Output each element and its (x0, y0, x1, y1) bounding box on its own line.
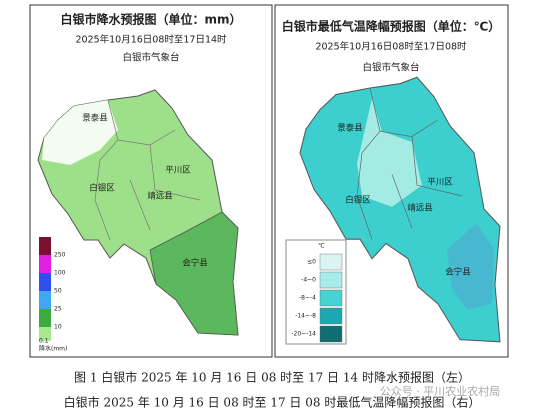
legend-label: 0.1 (39, 338, 49, 345)
legend-swatch (319, 325, 343, 343)
right-map (299, 76, 501, 343)
district-label: 白银区 (89, 183, 115, 194)
district-label: 会宁县 (182, 258, 208, 269)
left-time: 2025年10月16日08时至17日14时 (75, 34, 227, 46)
district-label: 靖远县 (407, 203, 433, 214)
right-issuer: 白银市气象台 (362, 62, 419, 74)
legend-label: -8~-4 (299, 295, 316, 302)
legend-swatch (39, 291, 51, 309)
district-label: 平川区 (427, 178, 453, 188)
legend-label: -14~-8 (295, 313, 316, 320)
legend-swatch (39, 309, 51, 327)
caption: 图 1 白银市 2025 年 10 月 16 日 08 时至 17 日 14 时… (74, 370, 470, 385)
district-borders (94, 99, 201, 241)
legend-label: ≤0 (307, 259, 316, 266)
legend-swatch (39, 237, 51, 255)
legend-unit: 降水(mm) (39, 345, 67, 353)
left-title: 白银市降水预报图（单位：mm） (60, 12, 241, 27)
map-area-dry (42, 100, 118, 165)
legend-label: -20~-14 (291, 331, 316, 338)
right-legend: ℃ ≤0 -4~0 -8~-4 -14~-8 -20~-14 (285, 239, 347, 345)
legend-swatch (319, 289, 343, 307)
right-time: 2025年10月16日08时至17日08时 (315, 41, 467, 53)
legend-label: 50 (54, 288, 62, 295)
district-label: 景泰县 (82, 113, 108, 124)
left-issuer: 白银市气象台 (122, 52, 179, 64)
district-label: 会宁县 (445, 267, 471, 278)
legend-swatch (39, 327, 51, 341)
legend-label: 100 (54, 270, 66, 277)
district-label: 靖远县 (147, 191, 173, 202)
map-area-wet (149, 211, 239, 336)
watermark: 公众号 · 平川农业农村局 (380, 384, 501, 398)
district-borders (356, 87, 463, 240)
map-area-light (357, 98, 422, 207)
district-label: 白银区 (345, 195, 371, 206)
district-label: 平川区 (165, 166, 191, 176)
legend-swatch (39, 255, 51, 273)
district-label: 景泰县 (337, 123, 363, 134)
legend-label: 250 (54, 252, 66, 259)
legend-swatch (39, 273, 51, 291)
map-area-deep (447, 223, 494, 310)
legend-label: -4~0 (301, 277, 316, 284)
left-legend: 250 100 50 25 10 0.1 降水(mm) (39, 237, 67, 353)
legend-label: 25 (54, 306, 62, 313)
legend-swatch (319, 253, 343, 271)
legend-unit: ℃ (318, 243, 325, 250)
right-title: 白银市最低气温降幅预报图（单位：℃） (282, 19, 501, 34)
legend-swatch (319, 307, 343, 325)
caption: 白银市 2025 年 10 月 16 日 08 时至 17 日 08 时最低气温… (64, 395, 481, 410)
legend-swatch (319, 271, 343, 289)
legend-label: 10 (54, 324, 62, 331)
